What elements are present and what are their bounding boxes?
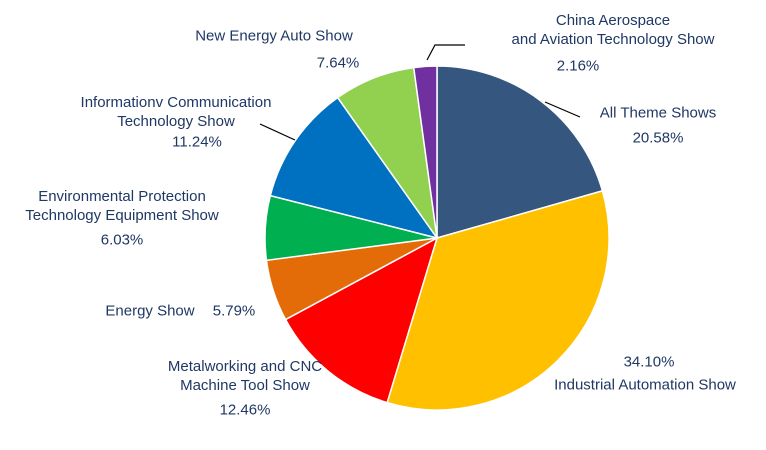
value-label: 6.03% — [100, 231, 144, 249]
slice-label: China Aerospace and Aviation Technology … — [511, 12, 715, 48]
value-label: 2.16% — [556, 57, 600, 75]
value-label: 12.46% — [219, 401, 271, 419]
value-label: 11.24% — [172, 133, 222, 151]
slice-label: Environmental Protection Technology Equi… — [25, 188, 219, 224]
slice-label: Metalworking and CNC Machine Tool Show — [167, 358, 323, 394]
slice-label: Energy Show — [105, 302, 195, 320]
slice-label: All Theme Shows — [599, 104, 717, 122]
value-label: 34.10% — [623, 353, 675, 371]
pie-slice — [386, 189, 610, 411]
pie-slice — [284, 236, 439, 404]
value-label: 5.79% — [212, 302, 256, 320]
leader-line — [259, 123, 296, 141]
slice-label: New Energy Auto Show — [195, 27, 353, 45]
slice-label: Informationv Communication Technology Sh… — [80, 94, 272, 130]
leader-line — [426, 44, 465, 61]
pie-slice — [269, 96, 439, 240]
pie-slice — [412, 65, 438, 239]
leader-line — [544, 101, 581, 118]
value-label: 7.64% — [316, 54, 360, 72]
pie-slice — [436, 65, 604, 239]
slice-label: Industrial Automation Show — [554, 376, 736, 394]
value-label: 20.58% — [632, 129, 684, 147]
